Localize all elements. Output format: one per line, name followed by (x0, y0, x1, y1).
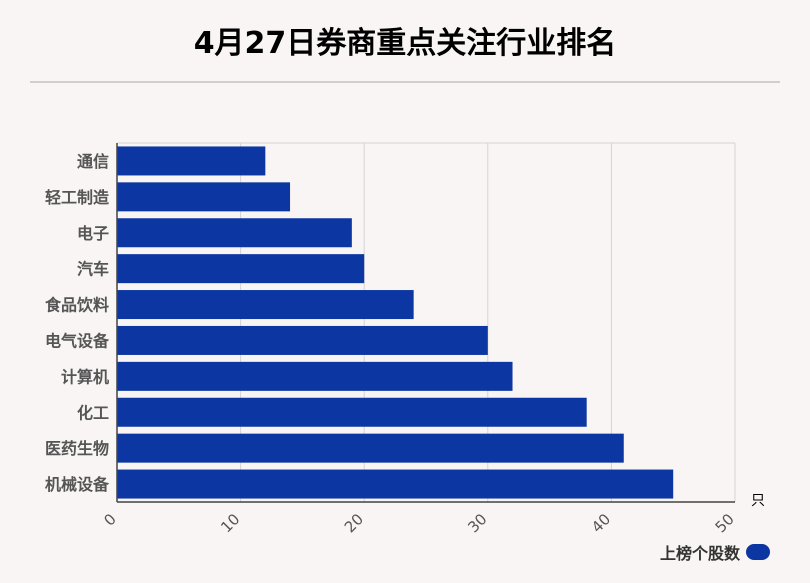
x-unit-label: 只 (751, 493, 765, 509)
bar (117, 218, 352, 248)
y-category-label: 汽车 (77, 260, 109, 279)
y-category-label: 计算机 (61, 367, 109, 386)
legend-label: 上榜个股数 (659, 544, 740, 563)
x-tick-label: 30 (464, 510, 490, 536)
bar (117, 182, 291, 212)
x-tick-label: 40 (588, 510, 614, 536)
title-divider (30, 81, 780, 83)
y-category-label: 食品饮料 (44, 296, 109, 315)
bar (117, 254, 365, 284)
y-category-label: 化工 (77, 403, 109, 422)
y-category-label: 轻工制造 (45, 188, 110, 207)
bar (117, 290, 414, 320)
legend-swatch (746, 544, 770, 560)
chart-title: 4月27日券商重点关注行业排名 (193, 26, 617, 61)
y-category-label: 机械设备 (45, 475, 110, 494)
y-category-label: 通信 (77, 152, 109, 171)
bar (117, 325, 488, 355)
x-tick-label: 20 (341, 510, 367, 536)
bar (117, 469, 674, 499)
x-tick-label: 50 (712, 510, 738, 536)
bar (117, 397, 587, 427)
x-tick-label: 0 (100, 510, 119, 529)
y-category-label: 医药生物 (45, 439, 109, 458)
y-category-label: 电子 (77, 224, 109, 243)
x-tick-label: 10 (217, 510, 243, 536)
bar (117, 361, 513, 391)
y-category-label: 电气设备 (45, 331, 110, 350)
bar (117, 433, 624, 463)
bar (117, 146, 266, 176)
legend: 上榜个股数 (660, 540, 770, 564)
